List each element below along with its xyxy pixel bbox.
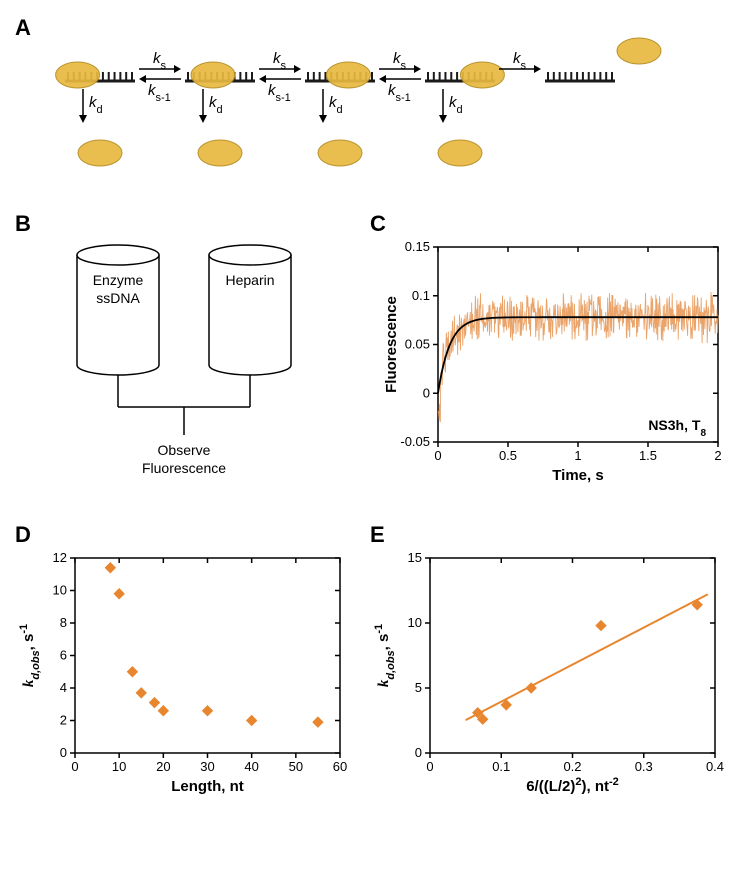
svg-text:1: 1 bbox=[574, 448, 581, 463]
svg-text:60: 60 bbox=[333, 759, 347, 774]
svg-text:0.1: 0.1 bbox=[412, 288, 430, 303]
svg-text:0.5: 0.5 bbox=[499, 448, 517, 463]
panel-d-label: D bbox=[15, 522, 370, 548]
svg-text:0: 0 bbox=[434, 448, 441, 463]
panel-e: E 0 0.1 0.2 0.3 0.4 0 5 10 15 kd,obs, s-1 6/((L/2)… bbox=[370, 522, 735, 808]
svg-text:kd,obs, s-1: kd,obs, s-1 bbox=[18, 624, 42, 687]
svg-text:ks-1: ks-1 bbox=[148, 82, 171, 104]
svg-text:Heparin: Heparin bbox=[225, 272, 274, 288]
panel-c-chart: 0 0.5 1 1.5 2 -0.05 0 0.05 0.1 0.15 Time, s Fluores… bbox=[370, 237, 735, 497]
svg-text:0: 0 bbox=[423, 385, 430, 400]
svg-text:30: 30 bbox=[200, 759, 214, 774]
svg-text:5: 5 bbox=[415, 680, 422, 695]
svg-text:10: 10 bbox=[112, 759, 126, 774]
svg-text:Fluorescence: Fluorescence bbox=[142, 460, 226, 476]
svg-text:0.05: 0.05 bbox=[405, 337, 430, 352]
svg-text:2: 2 bbox=[714, 448, 721, 463]
panel-de-row: D 0102030405060024681012Length, ntkd,obs… bbox=[15, 522, 739, 808]
panel-e-chart: 0 0.1 0.2 0.3 0.4 0 5 10 15 kd,obs, s-1 6/((L/2)2)… bbox=[370, 548, 735, 808]
svg-text:ks-1: ks-1 bbox=[268, 82, 291, 104]
svg-text:15: 15 bbox=[408, 550, 422, 565]
panel-c: C 0 0.5 1 1.5 2 -0.05 0 0.05 0.1 0.15 Time, s Fluor… bbox=[370, 211, 735, 497]
svg-text:Length, nt: Length, nt bbox=[171, 778, 243, 795]
svg-text:20: 20 bbox=[156, 759, 170, 774]
svg-text:6/((L/2)2), nt-2: 6/((L/2)2), nt-2 bbox=[526, 776, 619, 795]
svg-text:10: 10 bbox=[53, 583, 67, 598]
svg-text:0: 0 bbox=[426, 759, 433, 774]
svg-text:kd: kd bbox=[329, 94, 343, 116]
svg-text:0.15: 0.15 bbox=[405, 239, 430, 254]
panel-a-diagram: kdksks-1kdksks-1kdksks-1kdks bbox=[55, 36, 739, 181]
svg-text:40: 40 bbox=[244, 759, 258, 774]
svg-text:0: 0 bbox=[60, 745, 67, 760]
panel-c-label: C bbox=[370, 211, 735, 237]
panel-d-chart: 0 10 20 30 40 50 60 0 2 4 6 8 10 12 Length, nt kd,obs, … bbox=[15, 548, 370, 808]
svg-text:Time, s: Time, s bbox=[552, 467, 603, 484]
svg-text:ks-1: ks-1 bbox=[388, 82, 411, 104]
svg-text:6: 6 bbox=[60, 648, 67, 663]
svg-text:8: 8 bbox=[60, 615, 67, 630]
panel-bc-row: B EnzymessDNAHeparinObserveFluorescence … bbox=[15, 211, 739, 497]
svg-text:0.1: 0.1 bbox=[492, 759, 510, 774]
svg-text:Observe: Observe bbox=[158, 442, 211, 458]
svg-text:kd: kd bbox=[89, 94, 103, 116]
svg-text:2: 2 bbox=[60, 713, 67, 728]
svg-text:1.5: 1.5 bbox=[639, 448, 657, 463]
svg-text:kd: kd bbox=[209, 94, 223, 116]
svg-text:12: 12 bbox=[53, 550, 67, 565]
svg-text:0: 0 bbox=[71, 759, 78, 774]
svg-text:kd: kd bbox=[449, 94, 463, 116]
svg-text:0.4: 0.4 bbox=[706, 759, 724, 774]
panel-b-label: B bbox=[15, 211, 370, 237]
svg-text:ssDNA: ssDNA bbox=[96, 290, 140, 306]
panel-d: D 0 10 20 30 40 50 60 0 2 4 6 8 10 12 Length, nt kd,obs… bbox=[15, 522, 370, 808]
svg-text:0.3: 0.3 bbox=[635, 759, 653, 774]
svg-text:NS3h, T8: NS3h, T8 bbox=[648, 417, 706, 439]
svg-text:Fluorescence: Fluorescence bbox=[383, 296, 400, 393]
figure: A kdksks-1kdksks-1kdksks-1kdks B Enzymes… bbox=[15, 15, 739, 808]
panel-e-label: E bbox=[370, 522, 735, 548]
svg-text:50: 50 bbox=[289, 759, 303, 774]
panel-b: B Enzyme ssDNA Heparin Observe Fluorescence bbox=[15, 211, 370, 497]
svg-text:0: 0 bbox=[415, 745, 422, 760]
panel-b-diagram: Enzyme ssDNA Heparin Observe Fluorescence bbox=[40, 237, 370, 497]
svg-text:Enzyme: Enzyme bbox=[93, 272, 144, 288]
svg-text:kd,obs, s-1: kd,obs, s-1 bbox=[373, 624, 397, 687]
svg-text:-0.05: -0.05 bbox=[400, 434, 430, 449]
panel-a: A kdksks-1kdksks-1kdksks-1kdks bbox=[15, 15, 739, 181]
svg-text:4: 4 bbox=[60, 680, 67, 695]
svg-text:0.2: 0.2 bbox=[563, 759, 581, 774]
svg-text:10: 10 bbox=[408, 615, 422, 630]
